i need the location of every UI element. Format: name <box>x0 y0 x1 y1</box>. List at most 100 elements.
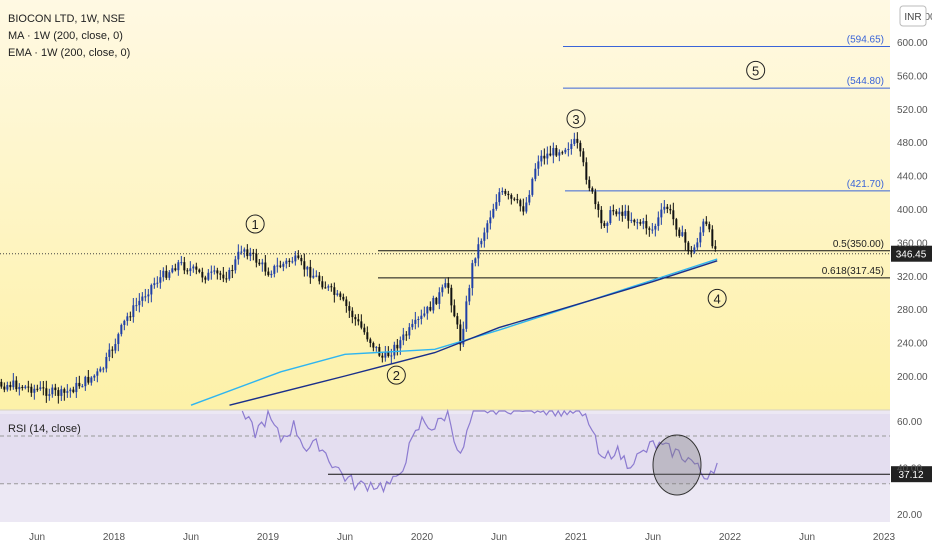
target-level-label: (594.65) <box>847 34 884 45</box>
rsi-line[interactable] <box>241 408 718 494</box>
candle-body <box>645 221 648 229</box>
candle-body <box>555 147 558 156</box>
candle-body <box>480 240 483 245</box>
candle-body <box>276 265 279 267</box>
candle-body <box>573 138 576 144</box>
candle-body <box>54 387 57 391</box>
candle-body <box>9 385 12 388</box>
candle-body <box>372 343 375 348</box>
candle-body <box>246 249 249 257</box>
candle-body <box>612 210 615 212</box>
candle-body <box>33 388 36 393</box>
candle-body <box>357 319 360 322</box>
candle-body <box>159 277 162 283</box>
candle-body <box>714 246 717 249</box>
candle-body <box>510 195 513 199</box>
candle-body <box>129 316 132 318</box>
candle-body <box>642 221 645 224</box>
candle-body <box>111 349 114 351</box>
wave-label-circle[interactable] <box>566 109 586 129</box>
candle-body <box>675 219 678 230</box>
candle-body <box>606 223 609 226</box>
candle-body <box>690 251 693 253</box>
candle-body <box>678 229 681 236</box>
candle-body <box>348 306 351 311</box>
ema-indicator-label[interactable]: EMA · 1W (200, close, 0) <box>8 47 130 59</box>
candle-body <box>660 209 663 218</box>
candle-body <box>330 286 333 288</box>
wave-label-circle[interactable] <box>707 288 727 308</box>
candle-body <box>144 296 147 298</box>
current-price-value: 346.45 <box>896 250 927 261</box>
candle-body <box>567 148 570 150</box>
candle-body <box>57 390 60 396</box>
candle-body <box>477 244 480 259</box>
candle-body <box>135 305 138 307</box>
currency-button[interactable] <box>899 5 927 27</box>
candle-body <box>507 193 510 196</box>
time-tick-label: 2018 <box>103 532 126 543</box>
candle-body <box>207 272 210 280</box>
candle-body <box>378 347 381 356</box>
candle-body <box>351 310 354 318</box>
candle-body <box>396 344 399 349</box>
candle-body <box>639 222 642 224</box>
wave-label-circle[interactable] <box>245 214 265 234</box>
candle-body <box>147 294 150 297</box>
time-tick-label: Jun <box>29 532 45 543</box>
candle-body <box>519 200 522 207</box>
candle-body <box>681 232 684 236</box>
candle-body <box>705 221 708 225</box>
candle-body <box>621 211 624 216</box>
candle-body <box>186 270 189 272</box>
candle-body <box>288 260 291 262</box>
candle-body <box>543 155 546 159</box>
candle-body <box>501 190 504 193</box>
candle-body <box>225 278 228 280</box>
rsi-indicator-label[interactable]: RSI (14, close) <box>8 423 81 435</box>
candle-body <box>219 273 222 275</box>
rsi-highlight-circle[interactable] <box>652 434 702 496</box>
candle-body <box>15 380 18 390</box>
candle-body <box>552 147 555 156</box>
candle-body <box>600 209 603 224</box>
candle-body <box>354 317 357 320</box>
candle-body <box>576 138 579 143</box>
wave-label-circle[interactable] <box>386 365 406 385</box>
candle-body <box>672 210 675 220</box>
ma-indicator-label[interactable]: MA · 1W (200, close, 0) <box>8 30 123 42</box>
candle-body <box>504 190 507 194</box>
time-tick-label: 2023 <box>873 532 896 543</box>
candle-body <box>558 152 561 156</box>
candle-body <box>399 340 402 349</box>
candle-body <box>171 268 174 273</box>
fib-level-label: 0.618(317.45) <box>822 266 884 277</box>
candle-body <box>66 391 69 393</box>
currency-label: INR <box>904 12 921 23</box>
candle-body <box>138 300 141 306</box>
candle-body <box>228 270 231 279</box>
candle-body <box>141 296 144 301</box>
candle-body <box>84 376 87 387</box>
price-tick-label: 240.00 <box>897 339 928 350</box>
candle-body <box>444 283 447 288</box>
candle-body <box>426 306 429 314</box>
candle-body <box>42 387 45 389</box>
candle-body <box>108 349 111 357</box>
candles-group <box>0 132 717 404</box>
candle-body <box>669 208 672 211</box>
candle-body <box>375 347 378 349</box>
ema-200-line[interactable] <box>229 260 718 406</box>
candle-body <box>183 262 186 271</box>
wave-label-text: 4 <box>714 291 721 306</box>
candle-body <box>684 232 687 243</box>
candle-body <box>495 202 498 209</box>
candle-body <box>285 260 288 264</box>
candle-body <box>198 269 201 272</box>
candle-body <box>534 168 537 179</box>
candle-body <box>657 217 660 226</box>
wave-label-circle[interactable] <box>746 60 766 80</box>
candle-body <box>561 152 564 154</box>
